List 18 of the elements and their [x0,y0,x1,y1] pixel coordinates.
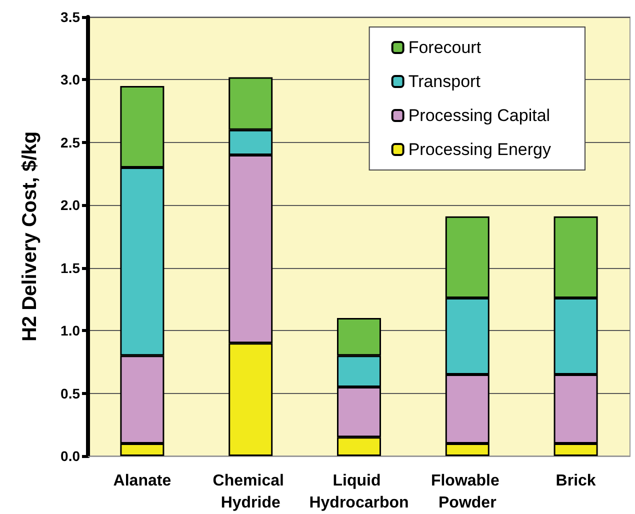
x-tick-label: Brick [556,472,596,490]
y-tick-label: 2.0 [60,197,80,214]
legend-label: Transport [408,72,481,91]
y-tick-label: 0.0 [60,448,80,464]
y-tick-label: 0.5 [60,385,80,402]
y-tick-label: 3.5 [60,9,80,25]
x-tick-label: Chemical Hydride [212,472,288,512]
legend-label: Processing Capital [408,106,550,125]
y-tick-label: 3.0 [60,72,80,88]
x-tick-label: Liquid Hydrocarbon [309,472,409,512]
x-tick-label: Alanate [113,472,172,490]
x-tick-label: Flowable Powder [430,472,504,512]
y-tick-label: 2.5 [60,134,80,150]
legend-label: Forecourt [408,38,482,57]
y-tick-label: 1.5 [60,260,80,276]
legend-label: Processing Energy [408,140,552,159]
y-tick-label: 1.0 [60,322,80,339]
y-axis-title: H2 Delivery Cost, $/kg [19,131,41,342]
